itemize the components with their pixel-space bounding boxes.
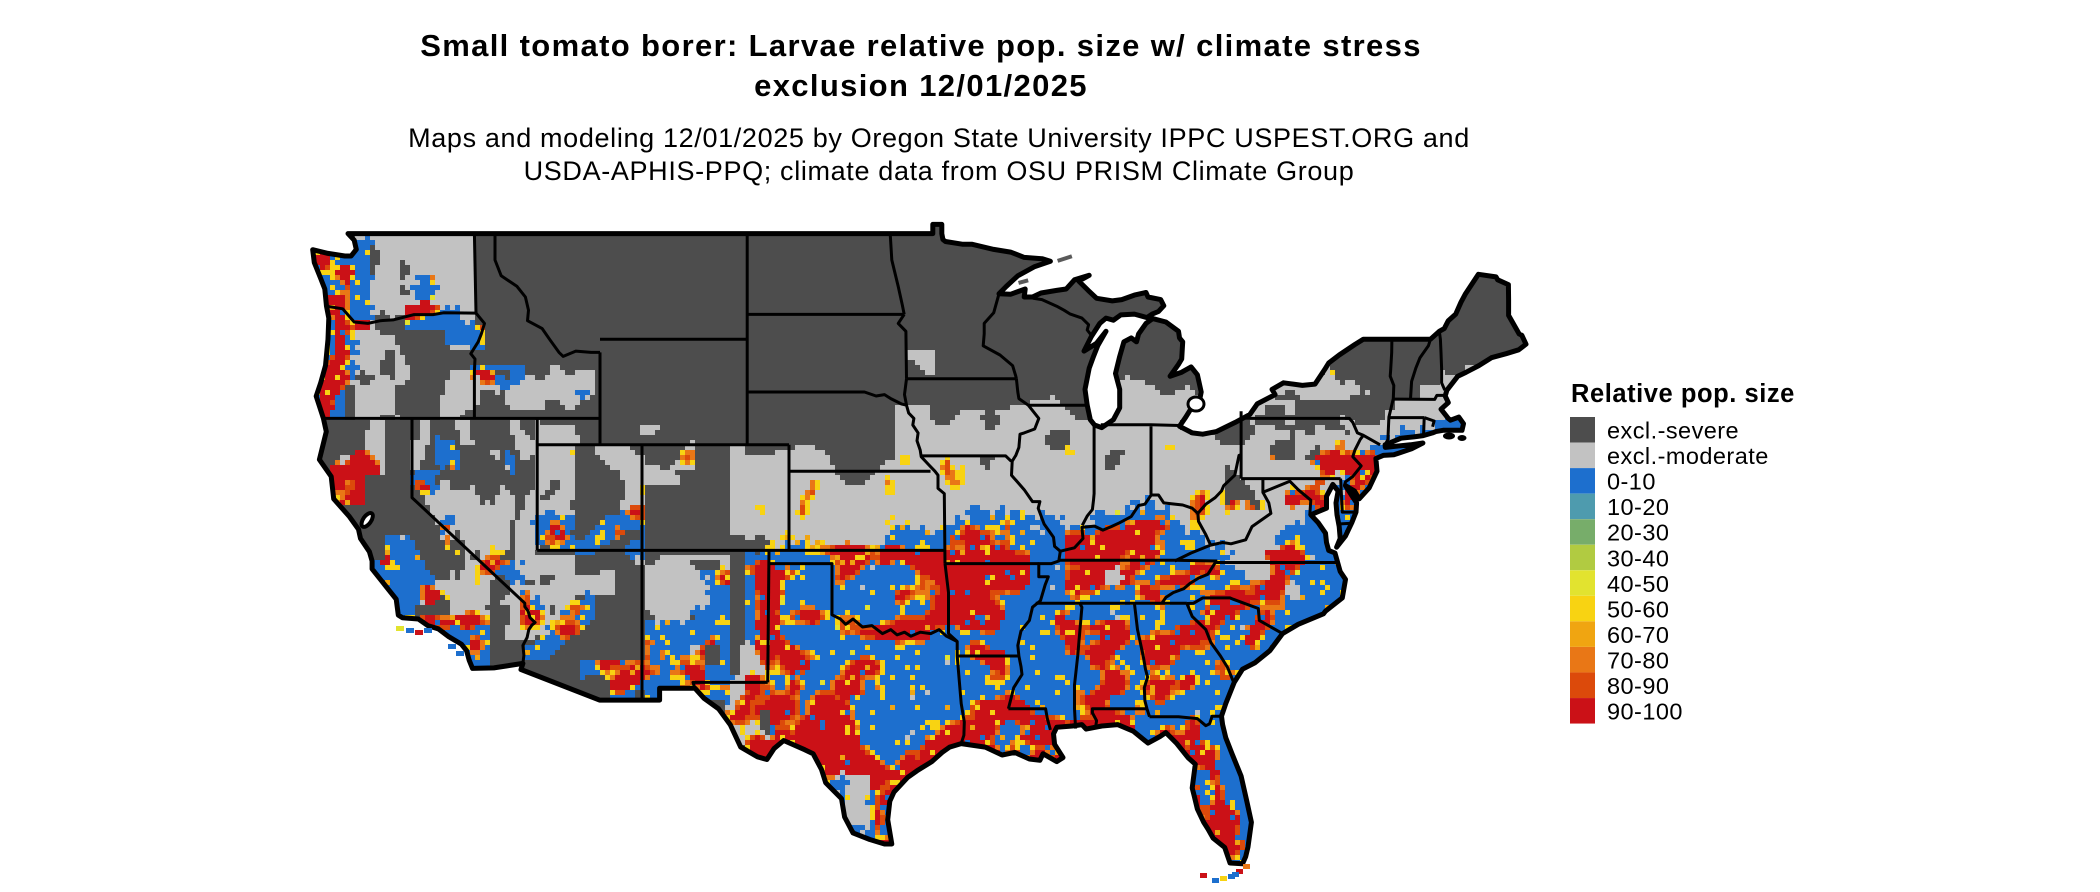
- svg-text:50-60: 50-60: [1607, 596, 1669, 622]
- svg-text:90-100: 90-100: [1607, 699, 1683, 725]
- svg-text:USDA-APHIS-PPQ; climate data f: USDA-APHIS-PPQ; climate data from OSU PR…: [524, 156, 1355, 186]
- svg-text:0-10: 0-10: [1607, 469, 1656, 495]
- svg-text:40-50: 40-50: [1607, 571, 1669, 597]
- svg-text:60-70: 60-70: [1607, 622, 1669, 648]
- svg-text:excl.-severe: excl.-severe: [1607, 418, 1739, 444]
- svg-text:exclusion 12/01/2025: exclusion 12/01/2025: [754, 68, 1088, 103]
- svg-text:Small tomato borer: Larvae rel: Small tomato borer: Larvae relative pop.…: [420, 28, 1422, 63]
- svg-text:80-90: 80-90: [1607, 673, 1669, 699]
- svg-text:70-80: 70-80: [1607, 647, 1669, 673]
- svg-text:excl.-moderate: excl.-moderate: [1607, 443, 1769, 469]
- svg-text:30-40: 30-40: [1607, 545, 1669, 571]
- svg-text:Relative pop. size: Relative pop. size: [1571, 380, 1795, 408]
- svg-text:Maps and modeling 12/01/2025 b: Maps and modeling 12/01/2025 by Oregon S…: [408, 123, 1470, 153]
- svg-text:10-20: 10-20: [1607, 494, 1669, 520]
- svg-text:20-30: 20-30: [1607, 520, 1669, 546]
